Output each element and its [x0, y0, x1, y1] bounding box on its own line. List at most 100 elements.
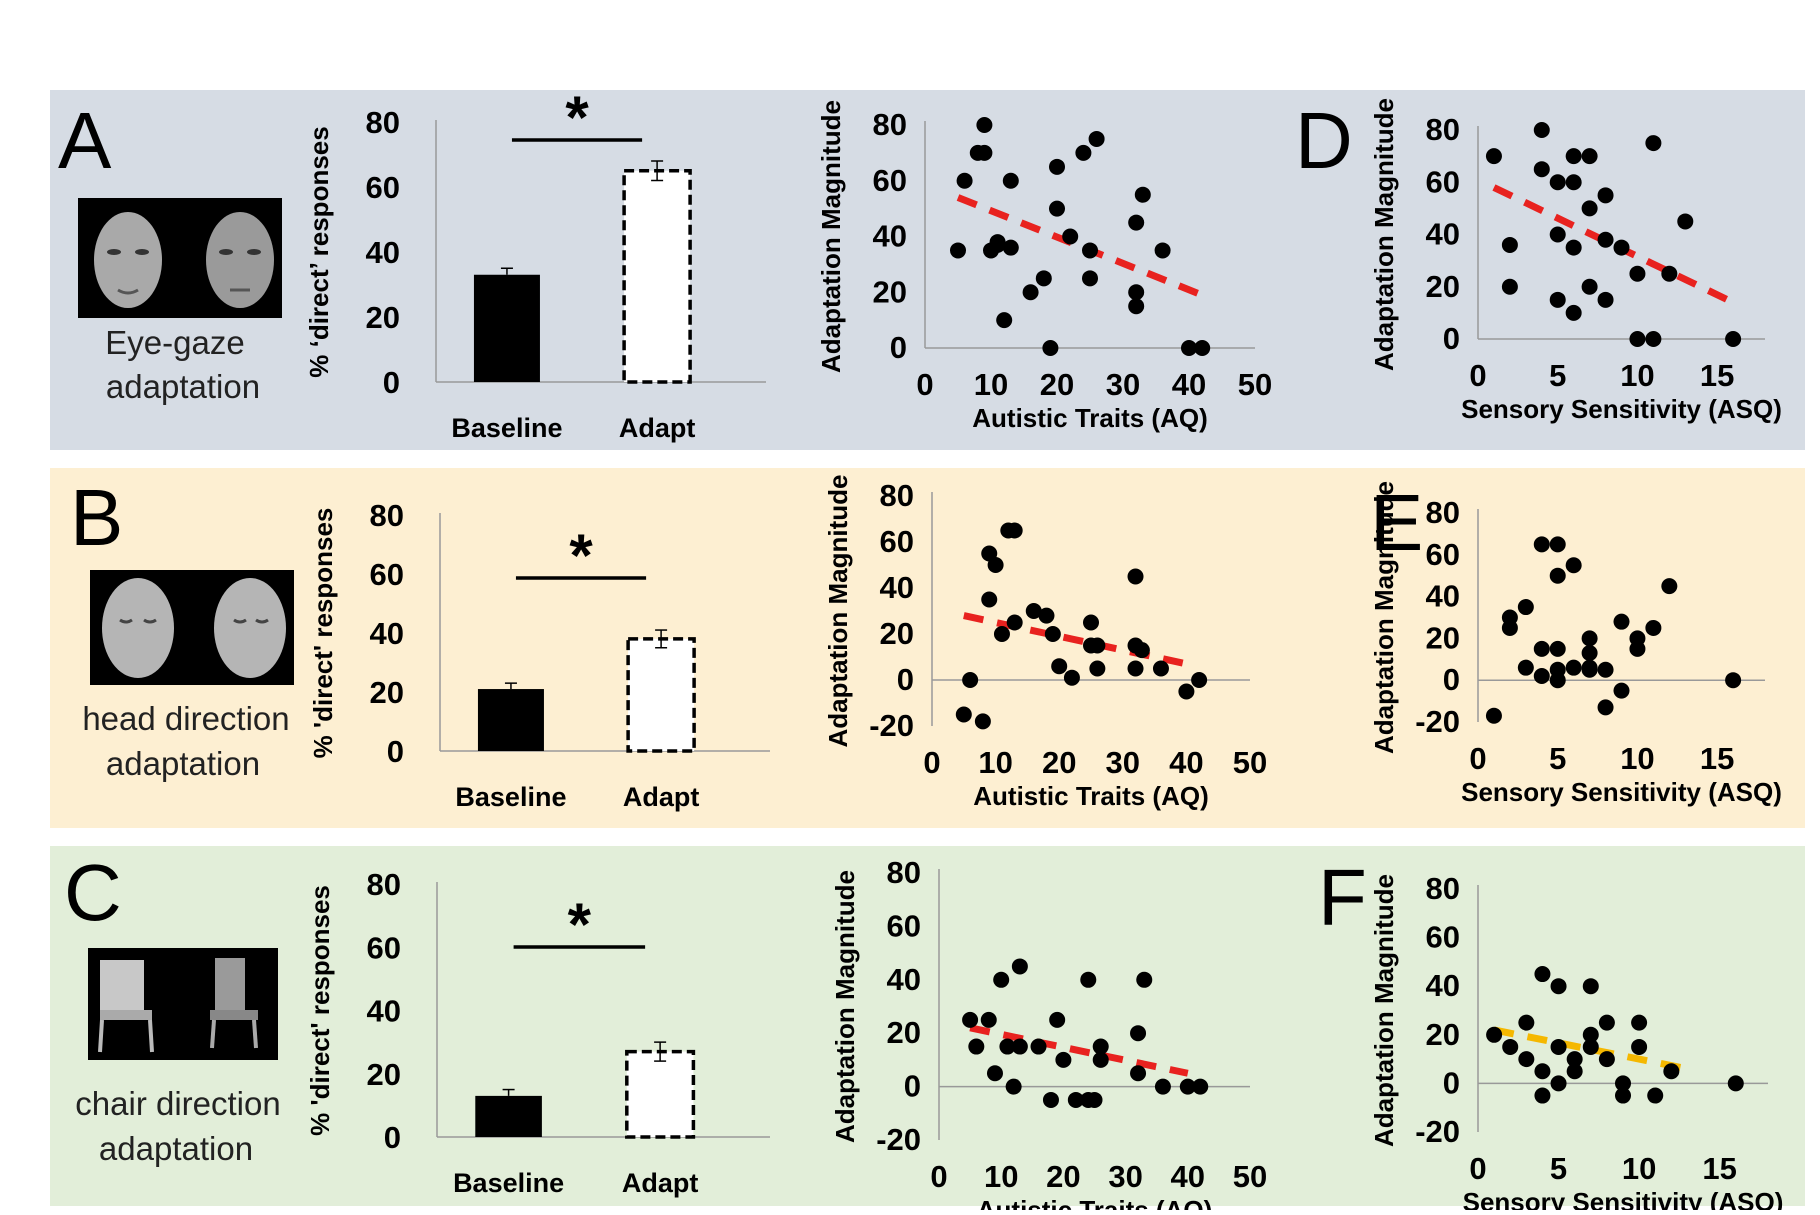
x-tick-label: 40	[1169, 745, 1203, 780]
panel-letter-d: D	[1295, 96, 1353, 185]
data-point	[1615, 1075, 1631, 1092]
data-point	[1725, 672, 1742, 689]
trend-line	[1492, 184, 1735, 306]
data-point	[1518, 1014, 1535, 1031]
x-tick-label: 20	[1046, 1159, 1080, 1194]
data-point	[1549, 291, 1566, 308]
data-point	[1534, 1063, 1551, 1080]
data-point	[1533, 122, 1550, 138]
data-point	[1661, 265, 1678, 282]
y-tick-label: 0	[1443, 1065, 1460, 1100]
caption-line-1: head direction	[82, 700, 289, 737]
caption-line-2: adaptation	[106, 368, 260, 405]
data-point	[993, 971, 1010, 988]
data-point	[1501, 236, 1518, 253]
x-tick-label: 50	[1233, 745, 1267, 780]
x-tick-label: 0	[1469, 358, 1486, 393]
x-tick-label: 15	[1702, 1151, 1736, 1186]
data-point	[1549, 226, 1566, 243]
data-point	[1485, 148, 1502, 165]
data-point	[1067, 1091, 1084, 1108]
data-point	[1533, 536, 1550, 553]
data-point	[1092, 1038, 1109, 1055]
y-tick-label: 80	[1426, 495, 1460, 530]
data-point	[1581, 630, 1598, 647]
x-tick-label: 10	[984, 1159, 1018, 1194]
y-tick-label: 80	[880, 478, 914, 513]
data-point	[1597, 187, 1614, 204]
y-tick-label: -20	[876, 1122, 921, 1157]
data-point	[1083, 614, 1099, 631]
x-tick-label: 30	[1106, 367, 1140, 402]
data-point	[1613, 239, 1630, 256]
category-label: Adapt	[623, 782, 700, 812]
chair-icon	[98, 960, 154, 1053]
data-point	[1035, 270, 1052, 287]
y-tick-label: 60	[367, 930, 401, 965]
y-tick-label: 40	[873, 219, 907, 254]
y-tick-label: 20	[366, 300, 400, 335]
x-axis-label: Sensory Sensitivity (ASQ)	[1461, 777, 1782, 807]
y-tick-label: 0	[384, 1120, 401, 1155]
data-point	[1677, 213, 1694, 230]
data-point	[1063, 669, 1080, 686]
data-point	[1549, 567, 1566, 584]
data-point	[1152, 660, 1169, 677]
y-tick-label: 80	[1426, 112, 1460, 147]
data-point	[1005, 1078, 1022, 1095]
y-tick-label: 20	[880, 616, 914, 651]
y-tick-label: 60	[1426, 537, 1460, 572]
caption-line-2: adaptation	[99, 1130, 253, 1167]
data-point	[1136, 971, 1153, 988]
data-point	[962, 672, 979, 688]
data-point	[1645, 619, 1662, 636]
data-point	[1550, 1038, 1567, 1055]
y-tick-label: -20	[1415, 704, 1460, 739]
data-point	[1181, 340, 1197, 356]
data-point	[1133, 642, 1150, 659]
y-axis-label: Adaptation Magnitude	[830, 870, 860, 1143]
y-axis-label: % 'direct' responses	[305, 885, 335, 1136]
data-point	[1502, 1038, 1519, 1055]
data-point	[1598, 1051, 1615, 1068]
caption-line-2: adaptation	[106, 745, 260, 782]
female-face-icon	[94, 212, 162, 308]
y-tick-label: 80	[1426, 871, 1460, 906]
y-tick-label: 20	[1426, 1017, 1460, 1052]
category-label: Baseline	[453, 1168, 564, 1198]
data-point	[1082, 242, 1098, 259]
data-point	[1663, 1063, 1680, 1080]
y-tick-label: 0	[1443, 321, 1460, 356]
data-point	[1565, 174, 1582, 191]
row-c-background	[50, 846, 1805, 1206]
head-turned-right-icon	[214, 578, 286, 678]
y-tick-label: 0	[1443, 662, 1460, 697]
panel-letter-f: F	[1318, 853, 1367, 942]
data-point	[1631, 1038, 1648, 1055]
y-tick-label: 40	[367, 994, 401, 1029]
y-tick-label: 20	[367, 1057, 401, 1092]
y-tick-label: 40	[1426, 579, 1460, 614]
y-axis-label: Adaptation Magnitude	[816, 100, 846, 373]
data-point	[1517, 659, 1534, 676]
data-point	[1127, 568, 1144, 585]
y-tick-label: 60	[880, 524, 914, 559]
y-tick-label: 0	[387, 734, 404, 769]
x-axis-label: Sensory Sensitivity (ASQ)	[1461, 394, 1782, 424]
data-point	[1581, 645, 1598, 662]
x-tick-label: 0	[1469, 1151, 1486, 1186]
x-tick-label: 5	[1549, 741, 1566, 776]
data-point	[1565, 659, 1582, 676]
data-point	[976, 117, 993, 133]
data-point	[1597, 231, 1614, 248]
data-point	[1006, 522, 1023, 539]
y-tick-label: 40	[1426, 217, 1460, 252]
data-point	[1134, 186, 1151, 203]
panel-letter-b: B	[70, 473, 123, 562]
data-point	[996, 312, 1013, 329]
y-tick-label: 20	[1426, 620, 1460, 655]
x-tick-label: 10	[974, 367, 1008, 402]
x-tick-label: 5	[1549, 358, 1566, 393]
data-point	[950, 242, 966, 259]
